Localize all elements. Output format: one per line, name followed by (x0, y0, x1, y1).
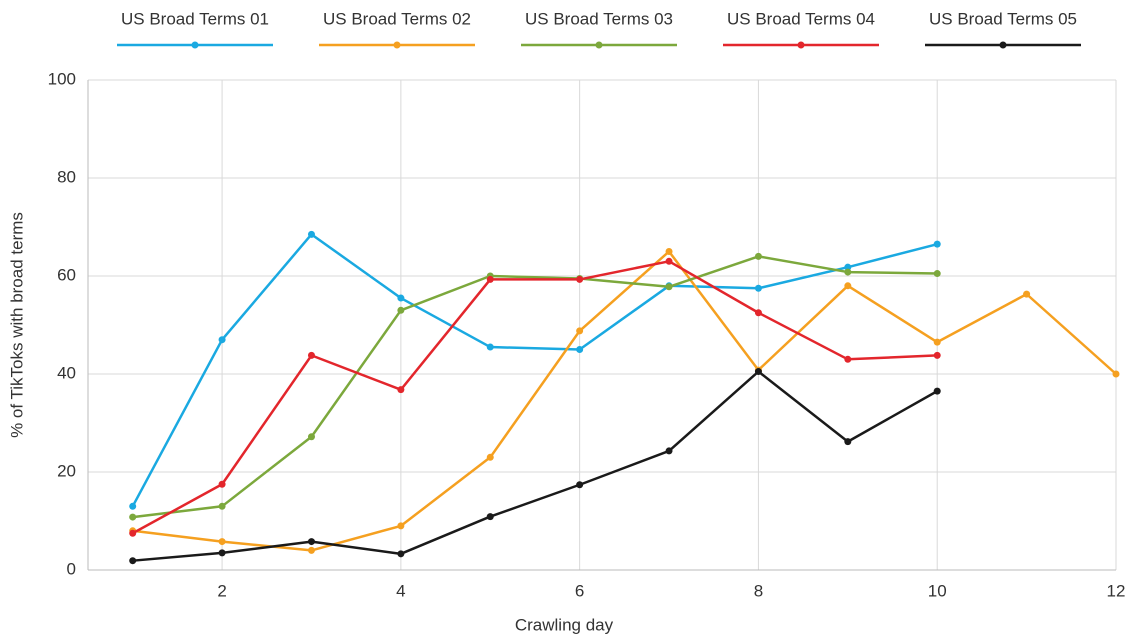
data-point (754, 284, 762, 292)
data-point (754, 252, 762, 260)
legend-label: US Broad Terms 02 (323, 9, 471, 28)
data-point (844, 268, 852, 276)
data-point (844, 263, 852, 271)
data-point (307, 230, 315, 238)
series-line (132, 370, 938, 562)
y-tick-label: 20 (57, 461, 76, 480)
data-point (933, 240, 941, 248)
data-point (129, 502, 137, 510)
data-point (665, 248, 673, 255)
data-point (576, 275, 584, 283)
data-point (1023, 290, 1031, 298)
data-point (307, 433, 315, 441)
data-point (1112, 370, 1120, 378)
series-line (132, 255, 938, 519)
y-axis-label: % of TikToks with broad terms (7, 212, 26, 438)
x-tick-label: 10 (928, 581, 947, 600)
y-tick-label: 40 (57, 363, 76, 382)
data-point (307, 538, 315, 546)
data-point (486, 513, 494, 521)
data-point (129, 513, 137, 521)
data-point (576, 327, 584, 335)
data-point (486, 453, 494, 461)
data-point (933, 338, 941, 346)
x-tick-label: 12 (1107, 581, 1126, 600)
data-point (129, 557, 137, 565)
y-tick-label: 60 (57, 265, 76, 284)
data-point (397, 550, 405, 558)
data-point (397, 294, 405, 302)
data-point (218, 336, 226, 344)
legend-marker (191, 41, 199, 49)
legend-marker (999, 41, 1007, 49)
series-line (131, 233, 938, 507)
data-point (218, 549, 226, 557)
data-point (218, 480, 226, 488)
legend-marker (595, 41, 603, 49)
legend-label: US Broad Terms 05 (929, 9, 1077, 28)
data-point (754, 309, 762, 317)
x-tick-label: 2 (217, 581, 226, 600)
series-line (132, 250, 1117, 552)
legend-label: US Broad Terms 04 (727, 9, 875, 28)
data-point (576, 481, 584, 489)
data-point (397, 386, 405, 394)
data-point (665, 283, 673, 291)
data-point (754, 368, 762, 376)
x-tick-label: 4 (396, 581, 405, 600)
data-point (665, 257, 673, 265)
data-point (397, 522, 405, 530)
y-tick-label: 80 (57, 167, 76, 186)
legend-label: US Broad Terms 03 (525, 9, 673, 28)
data-point (129, 529, 137, 537)
y-tick-label: 100 (48, 69, 76, 88)
data-point (844, 438, 852, 446)
legend-label: US Broad Terms 01 (121, 9, 269, 28)
data-point (218, 502, 226, 510)
data-point (844, 282, 852, 290)
data-point (933, 351, 941, 359)
data-point (933, 387, 941, 395)
legend-marker (393, 41, 401, 49)
data-point (397, 306, 405, 314)
series-line (132, 260, 938, 535)
data-point (307, 546, 315, 554)
x-tick-label: 8 (754, 581, 763, 600)
data-point (844, 355, 852, 363)
data-point (486, 275, 494, 283)
legend-marker (797, 41, 805, 49)
x-tick-label: 6 (575, 581, 584, 600)
data-point (576, 346, 584, 353)
data-point (486, 343, 494, 351)
data-point (933, 270, 941, 278)
data-point (307, 351, 315, 359)
data-point (218, 538, 226, 546)
x-axis-label: Crawling day (515, 615, 614, 634)
data-point (665, 447, 673, 455)
y-tick-label: 0 (67, 559, 76, 578)
